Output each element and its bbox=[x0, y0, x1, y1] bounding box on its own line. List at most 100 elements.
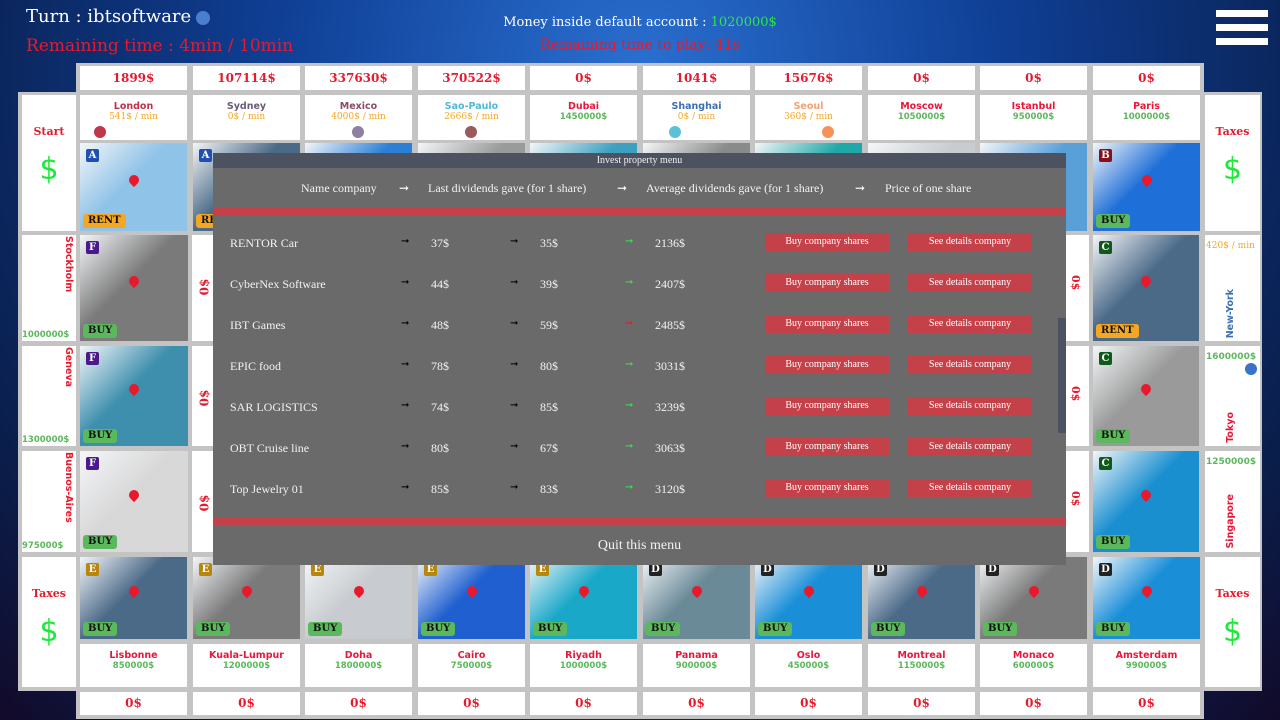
buy-button[interactable]: BUY bbox=[308, 622, 343, 636]
see-details-company-button[interactable]: See details company bbox=[908, 397, 1032, 415]
property-money: 0$ bbox=[868, 66, 975, 90]
start-corner: Start $ bbox=[22, 95, 76, 231]
property-tile[interactable]: C BUY bbox=[1093, 346, 1199, 446]
share-price: 2407$ bbox=[655, 277, 685, 291]
money-value: 107114$ bbox=[217, 71, 276, 85]
hamburger-menu-icon[interactable] bbox=[1216, 10, 1268, 46]
buy-button[interactable]: BUY bbox=[83, 429, 118, 443]
buy-button[interactable]: BUY bbox=[533, 622, 568, 636]
buy-company-shares-button[interactable]: Buy company shares bbox=[765, 479, 889, 497]
buy-company-shares-button[interactable]: Buy company shares bbox=[765, 274, 889, 292]
city-price: 950000$ bbox=[1012, 112, 1055, 122]
property-money: 1041$ bbox=[643, 66, 750, 90]
average-dividends: 35$ bbox=[540, 236, 558, 250]
money-value: 0$ bbox=[1025, 696, 1042, 710]
property-tile[interactable]: D BUY bbox=[643, 557, 750, 639]
property-tile[interactable]: E BUY bbox=[80, 557, 187, 639]
property-money: 15676$ bbox=[755, 66, 862, 90]
property-tile[interactable]: D BUY bbox=[980, 557, 1087, 639]
share-price: 3031$ bbox=[655, 359, 685, 373]
property-money: 0$ bbox=[530, 66, 637, 90]
property-tile[interactable]: D BUY bbox=[755, 557, 862, 639]
buy-company-shares-button[interactable]: Buy company shares bbox=[765, 356, 889, 374]
city-name: London bbox=[113, 101, 154, 112]
group-badge: D bbox=[1099, 563, 1112, 576]
modal-scrollbar[interactable] bbox=[1058, 318, 1066, 433]
money-value: 0$ bbox=[1069, 491, 1082, 507]
property-info: Sydney 0$ / min bbox=[193, 95, 300, 140]
property-info: 1600000$ Tokyo bbox=[1205, 346, 1260, 446]
see-details-company-button[interactable]: See details company bbox=[908, 479, 1032, 497]
property-tile[interactable]: D BUY bbox=[868, 557, 975, 639]
buy-company-shares-button[interactable]: Buy company shares bbox=[765, 397, 889, 415]
group-badge: D bbox=[986, 563, 999, 576]
property-tile[interactable]: C BUY bbox=[1093, 451, 1199, 552]
buy-button[interactable]: BUY bbox=[196, 622, 231, 636]
rent-button[interactable]: RENT bbox=[83, 214, 126, 228]
buy-button[interactable]: BUY bbox=[83, 324, 118, 338]
modal-column-headers: Name company ➞ Last dividends gave (for … bbox=[213, 168, 1066, 208]
quit-menu-button[interactable]: Quit this menu bbox=[597, 538, 682, 553]
property-tile[interactable]: C RENT bbox=[1093, 235, 1199, 341]
property-money: 0$ bbox=[868, 692, 975, 715]
buy-button[interactable]: BUY bbox=[871, 622, 906, 636]
property-tile[interactable]: A RENT bbox=[80, 143, 187, 231]
rent-button[interactable]: RENT bbox=[1096, 324, 1139, 338]
property-money: 1899$ bbox=[80, 66, 187, 90]
arrow-icon: ➞ bbox=[401, 236, 410, 247]
group-badge: C bbox=[1099, 352, 1112, 365]
property-info: Kuala-Lumpur 1200000$ bbox=[193, 644, 300, 687]
group-badge: A bbox=[86, 149, 99, 162]
city-name: Shanghai bbox=[671, 101, 722, 112]
trend-arrow-icon: ➞ bbox=[625, 359, 634, 370]
buy-button[interactable]: BUY bbox=[1096, 535, 1131, 549]
rent-rate: 0$ / min bbox=[677, 112, 716, 122]
property-tile[interactable]: B BUY bbox=[1093, 143, 1200, 231]
property-tile[interactable]: F BUY bbox=[80, 235, 188, 341]
company-row: EPIC food ➞ 78$ ➞ 80$ ➞ 3031$ Buy company share… bbox=[213, 356, 1066, 376]
city-price: 1000000$ bbox=[559, 661, 608, 671]
buy-button[interactable]: BUY bbox=[421, 622, 456, 636]
see-details-company-button[interactable]: See details company bbox=[908, 438, 1032, 456]
property-tile[interactable]: E BUY bbox=[530, 557, 637, 639]
group-badge: F bbox=[86, 457, 99, 470]
divider bbox=[213, 518, 1066, 525]
company-row: IBT Games ➞ 48$ ➞ 59$ ➞ 2485$ Buy company share… bbox=[213, 315, 1066, 335]
buy-button[interactable]: BUY bbox=[758, 622, 793, 636]
company-name: RENTOR Car bbox=[230, 236, 299, 250]
money-value: 0$ bbox=[125, 696, 142, 710]
property-tile[interactable]: E BUY bbox=[193, 557, 300, 639]
buy-button[interactable]: BUY bbox=[1096, 429, 1131, 443]
arrow-icon: ➞ bbox=[401, 400, 410, 411]
buy-company-shares-button[interactable]: Buy company shares bbox=[765, 233, 889, 251]
see-details-company-button[interactable]: See details company bbox=[908, 274, 1032, 292]
buy-button[interactable]: BUY bbox=[1096, 622, 1131, 636]
property-tile[interactable]: F BUY bbox=[80, 346, 188, 446]
property-tile[interactable]: F BUY bbox=[80, 451, 188, 552]
see-details-company-button[interactable]: See details company bbox=[908, 356, 1032, 374]
property-tile[interactable]: E BUY bbox=[305, 557, 412, 639]
buy-company-shares-button[interactable]: Buy company shares bbox=[765, 438, 889, 456]
buy-button[interactable]: BUY bbox=[1096, 214, 1131, 228]
trend-arrow-icon: ➞ bbox=[625, 236, 634, 247]
buy-button[interactable]: BUY bbox=[646, 622, 681, 636]
col-average-dividends: Average dividends gave (for 1 share) bbox=[646, 181, 824, 195]
share-price: 2136$ bbox=[655, 236, 685, 250]
city-name: Amsterdam bbox=[1115, 650, 1178, 661]
property-tile[interactable]: E BUY bbox=[418, 557, 525, 639]
arrow-icon: ➞ bbox=[401, 359, 410, 370]
buy-button[interactable]: BUY bbox=[983, 622, 1018, 636]
arrow-icon: ➞ bbox=[510, 236, 519, 247]
buy-button[interactable]: BUY bbox=[83, 535, 118, 549]
taxes-corner-label: Taxes bbox=[1215, 125, 1250, 138]
property-tile[interactable]: D BUY bbox=[1093, 557, 1200, 639]
city-name: New-York bbox=[1225, 288, 1236, 338]
modal-title: Invest property menu bbox=[213, 153, 1066, 168]
rent-rate: 420$ / min bbox=[1206, 241, 1255, 251]
see-details-company-button[interactable]: See details company bbox=[908, 315, 1032, 333]
buy-company-shares-button[interactable]: Buy company shares bbox=[765, 315, 889, 333]
see-details-company-button[interactable]: See details company bbox=[908, 233, 1032, 251]
group-badge: F bbox=[86, 352, 99, 365]
invest-property-menu: Invest property menu Name company ➞ Last… bbox=[213, 153, 1066, 565]
buy-button[interactable]: BUY bbox=[83, 622, 118, 636]
